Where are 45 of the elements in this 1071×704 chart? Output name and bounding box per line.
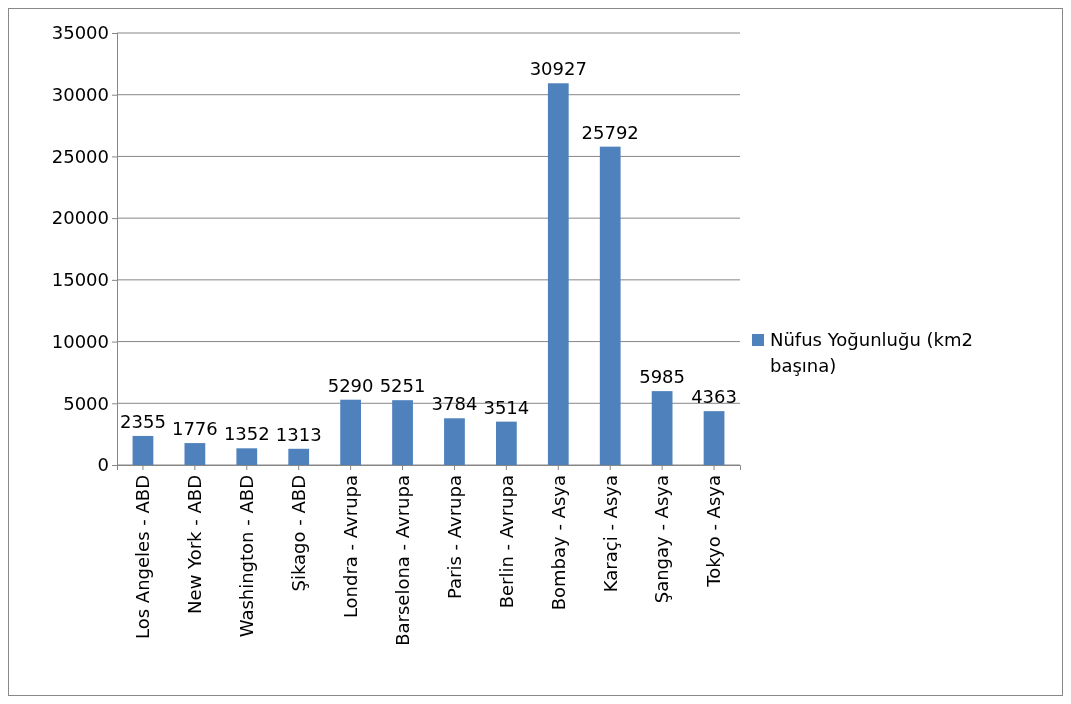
- x-tick-label: Londra - Avrupa: [339, 475, 361, 619]
- bar: [288, 448, 310, 465]
- data-label: 1313: [275, 423, 322, 445]
- data-label: 5985: [639, 366, 686, 388]
- x-tick-label: Washington - ABD: [236, 475, 258, 638]
- x-tick-label: Bombay - Asya: [547, 475, 569, 611]
- data-label: 5290: [327, 374, 374, 396]
- x-tick-label: Barselona - Avrupa: [391, 475, 413, 646]
- bar: [444, 418, 465, 465]
- bar: [703, 411, 725, 465]
- x-tick-label: Berlin - Avrupa: [495, 475, 517, 609]
- bar: [495, 421, 517, 465]
- y-tick-label: 10000: [51, 330, 109, 352]
- bar: [392, 400, 413, 465]
- y-tick-label: 5000: [63, 392, 109, 414]
- bar: [236, 448, 258, 465]
- bar: [184, 443, 206, 465]
- data-label: 3514: [483, 396, 530, 418]
- y-tick-label: 35000: [51, 22, 109, 44]
- bar: [651, 391, 673, 465]
- data-label: 30927: [529, 58, 587, 80]
- x-tick-label: Los Angeles - ABD: [132, 475, 154, 639]
- y-tick-label: 20000: [51, 207, 109, 229]
- x-tick-label: Tokyo - Asya: [703, 475, 725, 588]
- data-label: 1776: [171, 418, 218, 440]
- data-label: 3784: [431, 393, 478, 415]
- bar: [132, 435, 154, 465]
- x-tick-label: Karaçi - Asya: [599, 475, 621, 593]
- y-tick-label: 25000: [51, 145, 109, 167]
- x-tick-label: Şangay - Asya: [651, 475, 673, 604]
- y-tick-label: 0: [97, 454, 109, 476]
- x-tick-label: Paris - Avrupa: [443, 475, 465, 599]
- data-label: 1352: [223, 423, 270, 445]
- data-label: 4363: [691, 386, 737, 408]
- legend-label: Nüfus Yoğunluğu (km2 başına): [770, 329, 973, 376]
- data-label: 2355: [120, 410, 166, 432]
- y-tick-label: 15000: [51, 269, 109, 291]
- bar: [599, 146, 621, 465]
- y-tick-label: 30000: [51, 83, 109, 105]
- x-tick-label: Şikago - ABD: [288, 475, 310, 592]
- bar: [340, 399, 362, 465]
- x-tick-label: New York - ABD: [184, 475, 206, 614]
- data-label: 25792: [581, 121, 639, 143]
- bar: [547, 83, 569, 465]
- data-label: 5251: [379, 375, 426, 397]
